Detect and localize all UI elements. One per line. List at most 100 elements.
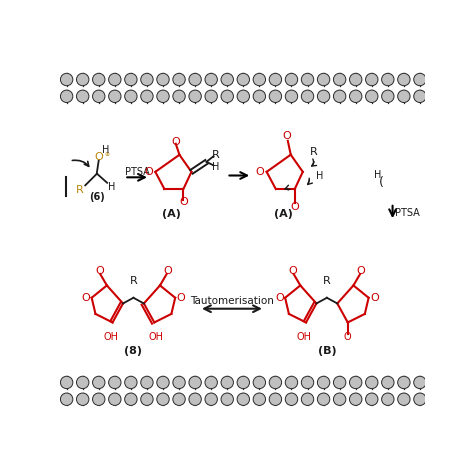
Circle shape (173, 90, 185, 102)
Circle shape (173, 393, 185, 405)
Circle shape (76, 376, 89, 389)
FancyArrowPatch shape (311, 159, 317, 166)
Circle shape (301, 73, 314, 86)
Circle shape (414, 376, 426, 389)
FancyArrowPatch shape (73, 160, 89, 166)
Circle shape (253, 90, 265, 102)
Circle shape (285, 73, 298, 86)
Circle shape (253, 73, 265, 86)
Circle shape (76, 90, 89, 102)
Circle shape (285, 376, 298, 389)
Circle shape (205, 393, 218, 405)
Text: H: H (212, 162, 219, 172)
Text: O: O (356, 265, 365, 275)
FancyArrowPatch shape (285, 185, 290, 190)
Circle shape (269, 393, 282, 405)
Circle shape (414, 393, 426, 405)
Text: O: O (82, 293, 90, 303)
Circle shape (301, 393, 314, 405)
Text: O: O (163, 265, 172, 275)
Circle shape (382, 90, 394, 102)
Circle shape (125, 393, 137, 405)
Circle shape (141, 73, 153, 86)
Circle shape (398, 376, 410, 389)
Circle shape (157, 376, 169, 389)
Text: OH: OH (149, 332, 164, 342)
Circle shape (61, 73, 73, 86)
Text: O: O (344, 332, 352, 342)
Circle shape (333, 393, 346, 405)
Text: (6): (6) (89, 192, 105, 202)
Circle shape (333, 90, 346, 102)
Text: OH: OH (103, 332, 118, 342)
Circle shape (237, 73, 249, 86)
FancyArrowPatch shape (308, 178, 312, 184)
Circle shape (253, 376, 265, 389)
Text: (A): (A) (162, 209, 181, 219)
Circle shape (157, 393, 169, 405)
Circle shape (365, 393, 378, 405)
Text: O: O (370, 293, 379, 303)
Circle shape (253, 393, 265, 405)
Circle shape (285, 90, 298, 102)
Circle shape (349, 393, 362, 405)
Circle shape (125, 90, 137, 102)
Circle shape (414, 90, 426, 102)
Text: H: H (102, 145, 110, 155)
Text: PTSA: PTSA (395, 208, 419, 218)
Circle shape (333, 73, 346, 86)
Circle shape (109, 393, 121, 405)
Circle shape (382, 393, 394, 405)
Circle shape (189, 376, 201, 389)
Circle shape (205, 90, 218, 102)
Circle shape (237, 376, 249, 389)
Text: O: O (145, 167, 153, 177)
Circle shape (301, 90, 314, 102)
Text: R: R (129, 276, 137, 286)
Text: $^{\oplus}$: $^{\oplus}$ (103, 151, 110, 160)
Circle shape (318, 376, 330, 389)
Circle shape (382, 376, 394, 389)
Circle shape (189, 393, 201, 405)
Text: O: O (283, 131, 292, 141)
Circle shape (318, 393, 330, 405)
Text: H: H (374, 171, 382, 181)
Circle shape (189, 90, 201, 102)
Circle shape (141, 393, 153, 405)
Text: O: O (255, 167, 264, 177)
Circle shape (414, 73, 426, 86)
Text: O: O (291, 202, 299, 212)
Circle shape (365, 90, 378, 102)
Circle shape (189, 73, 201, 86)
Circle shape (125, 73, 137, 86)
Circle shape (157, 90, 169, 102)
Circle shape (365, 376, 378, 389)
Circle shape (76, 393, 89, 405)
Text: (8): (8) (125, 346, 142, 356)
Circle shape (61, 90, 73, 102)
Circle shape (301, 376, 314, 389)
Circle shape (141, 376, 153, 389)
Text: O: O (95, 265, 104, 275)
Circle shape (92, 73, 105, 86)
Circle shape (61, 376, 73, 389)
Circle shape (173, 376, 185, 389)
Circle shape (318, 73, 330, 86)
Circle shape (221, 90, 233, 102)
Text: O: O (275, 293, 283, 303)
Circle shape (237, 90, 249, 102)
Circle shape (205, 73, 218, 86)
Circle shape (221, 73, 233, 86)
Text: O: O (94, 152, 103, 162)
Text: (: ( (379, 176, 384, 189)
Text: R: R (212, 150, 219, 160)
Circle shape (125, 376, 137, 389)
Text: PTSA: PTSA (125, 167, 149, 177)
Circle shape (365, 73, 378, 86)
Circle shape (173, 73, 185, 86)
Circle shape (92, 376, 105, 389)
Text: H: H (316, 171, 323, 181)
Circle shape (269, 73, 282, 86)
Circle shape (109, 376, 121, 389)
Circle shape (109, 73, 121, 86)
